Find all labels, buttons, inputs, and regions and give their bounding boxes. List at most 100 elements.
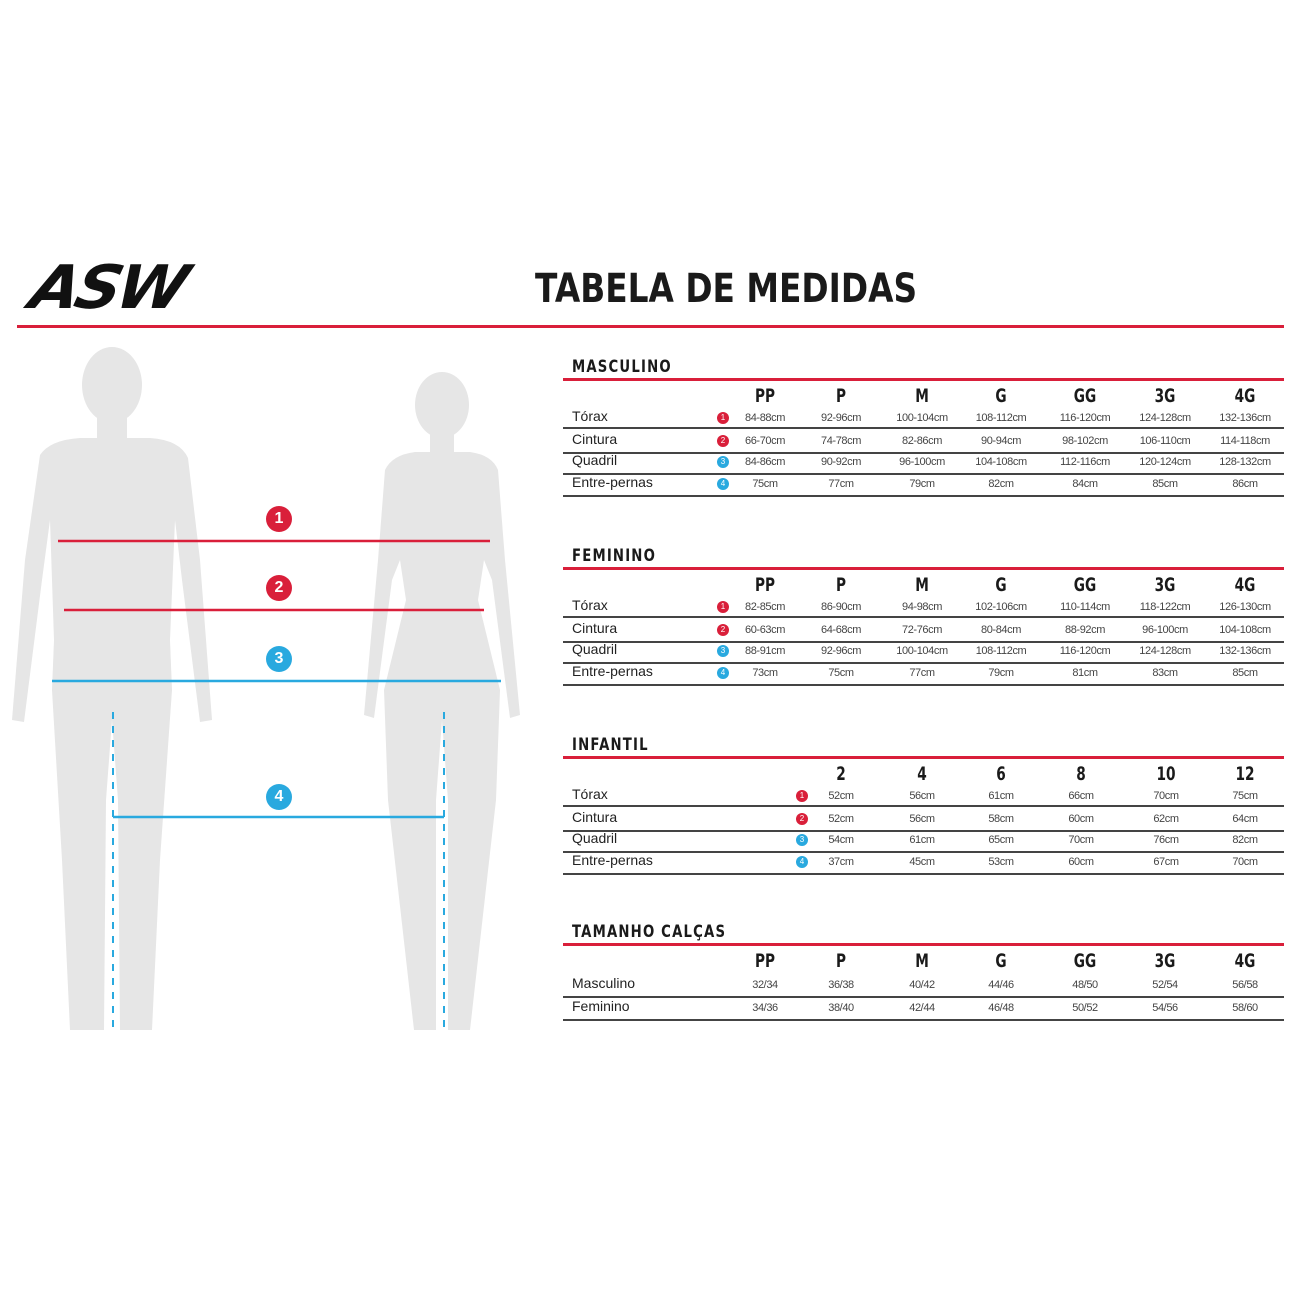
table-cell: 86-90cm (821, 601, 861, 613)
marker-3-icon: 3 (266, 646, 292, 672)
row-label: Entre-pernas (572, 852, 653, 868)
table-cell: 36/38 (828, 979, 854, 991)
table-cell: 75cm (1232, 790, 1258, 802)
table-cell: 102-106cm (975, 601, 1027, 613)
row-label: Cintura (572, 809, 618, 825)
table-cell: 56/58 (1232, 979, 1258, 991)
row-label: Cintura (572, 620, 618, 636)
table-cell: 84cm (1072, 478, 1098, 490)
table-cell: 77cm (828, 478, 854, 490)
marker-4-icon: 4 (796, 856, 808, 868)
table-cell: 124-128cm (1139, 645, 1191, 657)
column-header: 2 (836, 763, 846, 785)
table-cell: 75cm (828, 667, 854, 679)
table-row: Tórax 1 84-88cm 92-96cm 100-104cm 108-112cm 11… (563, 407, 1284, 429)
marker-3-icon: 3 (796, 834, 808, 846)
column-header: G (995, 950, 1007, 972)
table-cell: 48/50 (1072, 979, 1098, 991)
column-header: GG (1073, 574, 1097, 596)
table-cell: 112-116cm (1060, 456, 1110, 468)
marker-3-icon: 3 (717, 456, 729, 468)
table-cell: 90-94cm (981, 435, 1021, 447)
table-cell: 81cm (1072, 667, 1098, 679)
column-header: 4 (917, 763, 927, 785)
female-silhouette (364, 372, 520, 1030)
table-cell: 96-100cm (899, 456, 945, 468)
row-label: Feminino (572, 998, 630, 1014)
table-cell: 84-88cm (745, 412, 785, 424)
table-cell: 52cm (828, 813, 854, 825)
table-cell: 82cm (1232, 834, 1258, 846)
table-cell: 100-104cm (896, 645, 948, 657)
section-divider (563, 567, 1284, 570)
row-label: Quadril (572, 641, 618, 657)
column-header: 4G (1234, 950, 1256, 972)
table-cell: 38/40 (828, 1002, 854, 1014)
column-header: PP (754, 950, 776, 972)
table-cell: 106-110cm (1139, 435, 1191, 447)
table-cell: 80-84cm (981, 624, 1021, 636)
column-header: 4G (1234, 574, 1256, 596)
table-row: Tórax 1 82-85cm 86-90cm 94-98cm 102-106cm 110-… (563, 596, 1284, 618)
section-divider (563, 378, 1284, 381)
table-cell: 70cm (1153, 790, 1179, 802)
column-header: P (835, 574, 847, 596)
table-cell: 66-70cm (745, 435, 785, 447)
column-header: G (995, 385, 1007, 407)
asw-logo: ASW (23, 253, 192, 323)
table-cell: 114-118cm (1220, 435, 1270, 447)
table-cell: 116-120cm (1059, 645, 1111, 657)
table-cell: 104-108cm (975, 456, 1027, 468)
table-cell: 85cm (1232, 667, 1258, 679)
column-header: 12 (1235, 763, 1255, 785)
column-header: GG (1073, 385, 1097, 407)
column-header: M (915, 950, 929, 972)
table-cell: 66cm (1068, 790, 1094, 802)
section-divider (563, 756, 1284, 759)
table-cell: 79cm (988, 667, 1014, 679)
table-cell: 58cm (988, 813, 1014, 825)
table-cell: 32/34 (752, 979, 778, 991)
table-cell: 90-92cm (821, 456, 861, 468)
page-title: TABELA DE MEDIDAS (535, 266, 918, 312)
size-section-infantil: INFANTIL 2 4 6 8 10 12 Tórax 1 52cm 56cm 61cm 66cm 70… (563, 735, 1284, 905)
section-divider (563, 943, 1284, 946)
table-cell: 58/60 (1232, 1002, 1258, 1014)
title-divider (17, 325, 1284, 328)
section-title: INFANTIL (572, 735, 649, 755)
row-label: Masculino (572, 975, 636, 991)
table-cell: 65cm (988, 834, 1014, 846)
marker-1-icon: 1 (717, 412, 729, 424)
table-cell: 74-78cm (821, 435, 861, 447)
column-header: 6 (996, 763, 1006, 785)
row-label: Quadril (572, 830, 618, 846)
row-label: Tórax (572, 597, 608, 613)
table-cell: 62cm (1153, 813, 1179, 825)
table-cell: 92-96cm (821, 645, 861, 657)
table-cell: 92-96cm (821, 412, 861, 424)
table-cell: 56cm (909, 790, 935, 802)
male-silhouette (12, 347, 212, 1030)
table-cell: 98-102cm (1062, 435, 1108, 447)
marker-2-icon: 2 (717, 624, 729, 636)
table-row: Cintura 2 52cm 56cm 58cm 60cm 62cm 64cm (563, 808, 1284, 832)
table-row: Masculino 32/34 36/38 40/42 44/46 48/50 52/54 5… (563, 974, 1284, 998)
table-cell: 82cm (988, 478, 1014, 490)
table-cell: 108-112cm (975, 412, 1027, 424)
column-header: 3G (1154, 385, 1176, 407)
size-section-masculino: MASCULINO PP P M G GG 3G 4G Tórax 1 84-88cm 92-96cm… (563, 357, 1284, 527)
column-header: 4G (1234, 385, 1256, 407)
table-cell: 132-136cm (1219, 412, 1271, 424)
row-label: Tórax (572, 408, 608, 424)
table-cell: 61cm (988, 790, 1014, 802)
table-row: Cintura 2 66-70cm 74-78cm 82-86cm 90-94cm 98-1… (563, 430, 1284, 454)
table-row: Tórax 1 52cm 56cm 61cm 66cm 70cm 75cm (563, 785, 1284, 807)
table-cell: 73cm (752, 667, 778, 679)
table-cell: 79cm (909, 478, 935, 490)
table-cell: 76cm (1153, 834, 1179, 846)
table-cell: 70cm (1232, 856, 1258, 868)
table-cell: 52/54 (1152, 979, 1178, 991)
body-figures (12, 347, 520, 1030)
table-cell: 60cm (1068, 813, 1094, 825)
column-header: P (835, 385, 847, 407)
